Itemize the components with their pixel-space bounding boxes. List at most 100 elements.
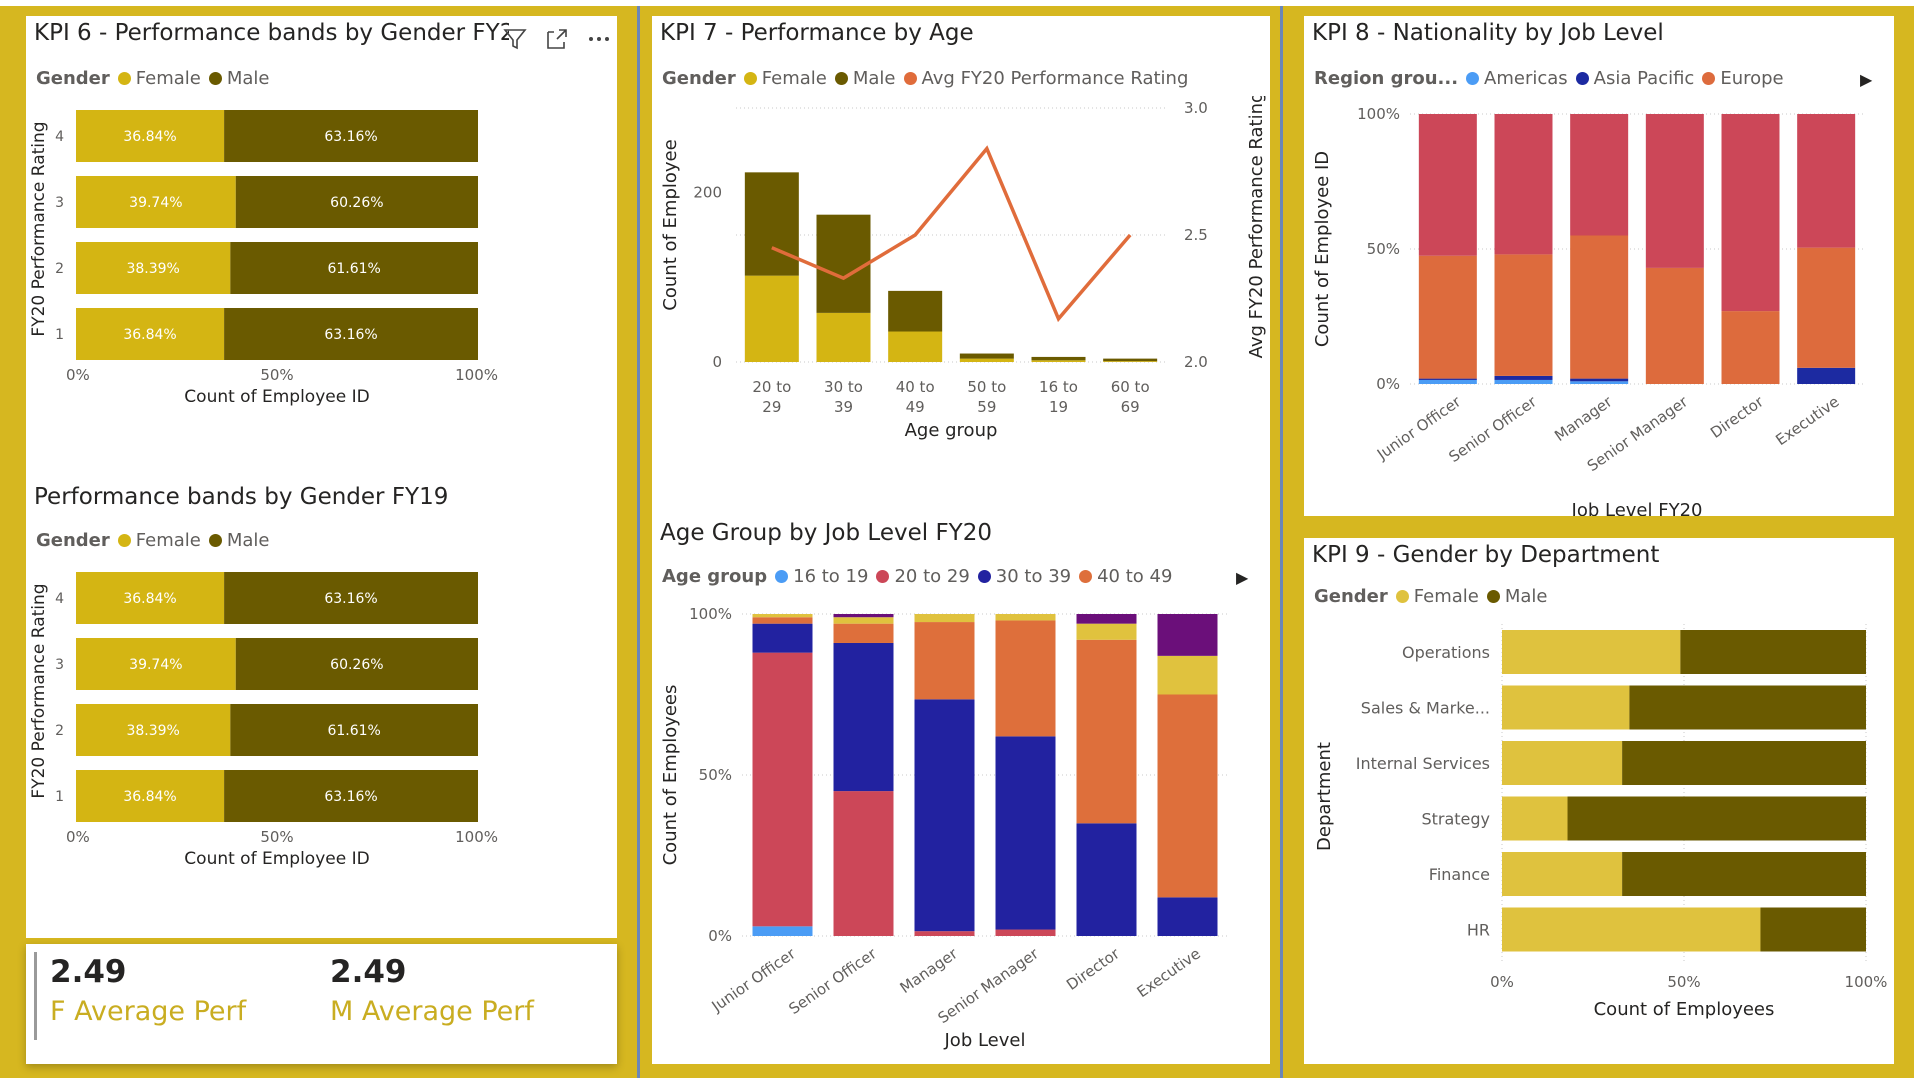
bar-segment — [1076, 639, 1137, 824]
legend-next-arrow-icon[interactable]: ▶ — [1236, 568, 1249, 587]
bar-segment — [1157, 655, 1218, 695]
x-axis-title: Job Level — [944, 1030, 1026, 1051]
bar-male — [224, 308, 478, 360]
focus-mode-icon[interactable] — [544, 26, 570, 52]
x-axis-title: Age group — [905, 420, 998, 441]
card-accent-bar — [34, 952, 37, 1040]
m-average-label: M Average Perf — [330, 996, 534, 1027]
legend-item-female[interactable]: Female — [1395, 586, 1479, 607]
bar-female — [744, 275, 799, 362]
bar-male — [230, 704, 478, 756]
agejob-visual[interactable]: Age Group by Job Level FY20 Age group 16… — [652, 516, 1270, 1064]
x-tick-label: Manager — [1551, 392, 1616, 445]
bar-segment — [914, 699, 975, 932]
legend-dot — [208, 72, 222, 85]
data-label: 60.26% — [330, 657, 383, 673]
bar-male — [224, 572, 478, 624]
bar-segment — [1721, 311, 1780, 384]
x-tick-label: 100% — [455, 828, 498, 846]
bar-female — [1502, 630, 1681, 674]
data-label: 61.61% — [327, 261, 380, 277]
legend-item-female[interactable]: Female — [743, 68, 827, 89]
legend-item-male[interactable]: Male — [208, 68, 270, 89]
legend-item-male[interactable]: Male — [208, 530, 270, 551]
bar-male — [1629, 685, 1866, 730]
fy19-chart: 36.84% 63.16% 4 39.74% 60.26% 3 38.39% 61.61% 2 3… — [29, 572, 498, 869]
bar-segment — [1645, 114, 1704, 268]
fy19-visual[interactable]: Performance bands by Gender FY19 Gender … — [26, 478, 617, 938]
y-tick-label: Strategy — [1421, 810, 1490, 829]
legend-dot — [117, 72, 131, 85]
legend-item-20-29[interactable]: 20 to 29 — [876, 566, 970, 587]
y-tick-label: Internal Services — [1356, 754, 1490, 773]
bar-segment — [1076, 614, 1137, 624]
y2-tick-label: 3.0 — [1184, 99, 1208, 117]
y-tick-label: Sales & Marke... — [1361, 699, 1490, 718]
kpi9-visual[interactable]: KPI 9 - Gender by Department Gender Fema… — [1304, 538, 1894, 1064]
x-tick-label: 0% — [66, 366, 90, 384]
legend-item-avg-rating[interactable]: Avg FY20 Performance Rating — [903, 68, 1188, 89]
bar-female — [76, 704, 231, 756]
bar-male — [1031, 356, 1086, 361]
legend-item-americas[interactable]: Americas — [1466, 68, 1568, 89]
legend-label: 20 to 29 — [894, 566, 970, 587]
visual-header-icons — [502, 26, 612, 52]
agejob-title: Age Group by Job Level FY20 — [660, 520, 992, 546]
column-separator — [1280, 6, 1283, 1078]
kpi7-visual[interactable]: KPI 7 - Performance by Age Gender Female… — [652, 16, 1270, 516]
bar-segment — [914, 931, 975, 936]
legend-dot — [1395, 590, 1409, 603]
x-tick-label: Executive — [1134, 945, 1204, 1002]
x-axis-title: Count of Employees — [1594, 999, 1775, 1020]
legend-item-male[interactable]: Male — [1486, 586, 1548, 607]
y-tick-label: 2 — [55, 723, 64, 739]
data-label: 39.74% — [129, 657, 182, 673]
kpi9-title: KPI 9 - Gender by Department — [1312, 542, 1660, 568]
fy19-legend: Gender Female Male — [36, 530, 278, 551]
bar-segment — [914, 622, 975, 700]
bar-segment — [1797, 367, 1856, 384]
y2-tick-label: 2.5 — [1184, 226, 1208, 244]
bar-female — [76, 110, 225, 162]
bar-female — [1502, 852, 1623, 896]
legend-item-male[interactable]: Male — [834, 68, 896, 89]
legend-item-16-19[interactable]: 16 to 19 — [775, 566, 868, 587]
legend-item-asia-pacific[interactable]: Asia Pacific — [1575, 68, 1694, 89]
bar-segment — [833, 617, 894, 624]
kpi8-visual[interactable]: KPI 8 - Nationality by Job Level Region … — [1304, 16, 1894, 516]
y-axis-title: Department — [1314, 742, 1335, 851]
y2-tick-label: 2.0 — [1184, 353, 1208, 371]
data-label: 39.74% — [129, 195, 182, 211]
legend-item-40-49[interactable]: 40 to 49 — [1079, 566, 1172, 587]
x-tick-label: 50% — [260, 366, 293, 384]
kpi8-title: KPI 8 - Nationality by Job Level — [1312, 20, 1664, 46]
legend-dot — [743, 72, 757, 85]
data-label: 38.39% — [126, 723, 179, 739]
more-options-icon[interactable] — [586, 26, 612, 52]
legend-label: Female — [1413, 586, 1479, 607]
bar-segment — [1570, 378, 1629, 382]
legend-item-europe[interactable]: Europe — [1702, 68, 1784, 89]
legend-dot — [1575, 72, 1589, 85]
legend-next-arrow-icon[interactable]: ▶ — [1860, 70, 1873, 89]
legend-dot — [1486, 590, 1500, 603]
kpi9-legend: Gender Female Male — [1314, 586, 1556, 607]
filter-icon[interactable] — [502, 26, 528, 52]
data-label: 60.26% — [330, 195, 383, 211]
legend-item-female[interactable]: Female — [117, 530, 201, 551]
data-label: 63.16% — [324, 789, 377, 805]
legend-label: Female — [761, 68, 827, 89]
bar-female — [959, 358, 1014, 362]
legend-dot — [117, 534, 131, 547]
bar-segment — [1797, 247, 1856, 368]
bar-segment — [1494, 375, 1553, 380]
legend-label: Male — [226, 68, 270, 89]
y-tick-label: 4 — [55, 129, 64, 145]
y-tick-label: Finance — [1429, 865, 1490, 884]
legend-dot — [1466, 72, 1480, 85]
legend-dot — [208, 534, 222, 547]
legend-item-30-39[interactable]: 30 to 39 — [977, 566, 1071, 587]
kpi6-visual[interactable]: KPI 6 - Performance bands by Gender FY20… — [26, 16, 617, 478]
legend-item-female[interactable]: Female — [117, 68, 201, 89]
